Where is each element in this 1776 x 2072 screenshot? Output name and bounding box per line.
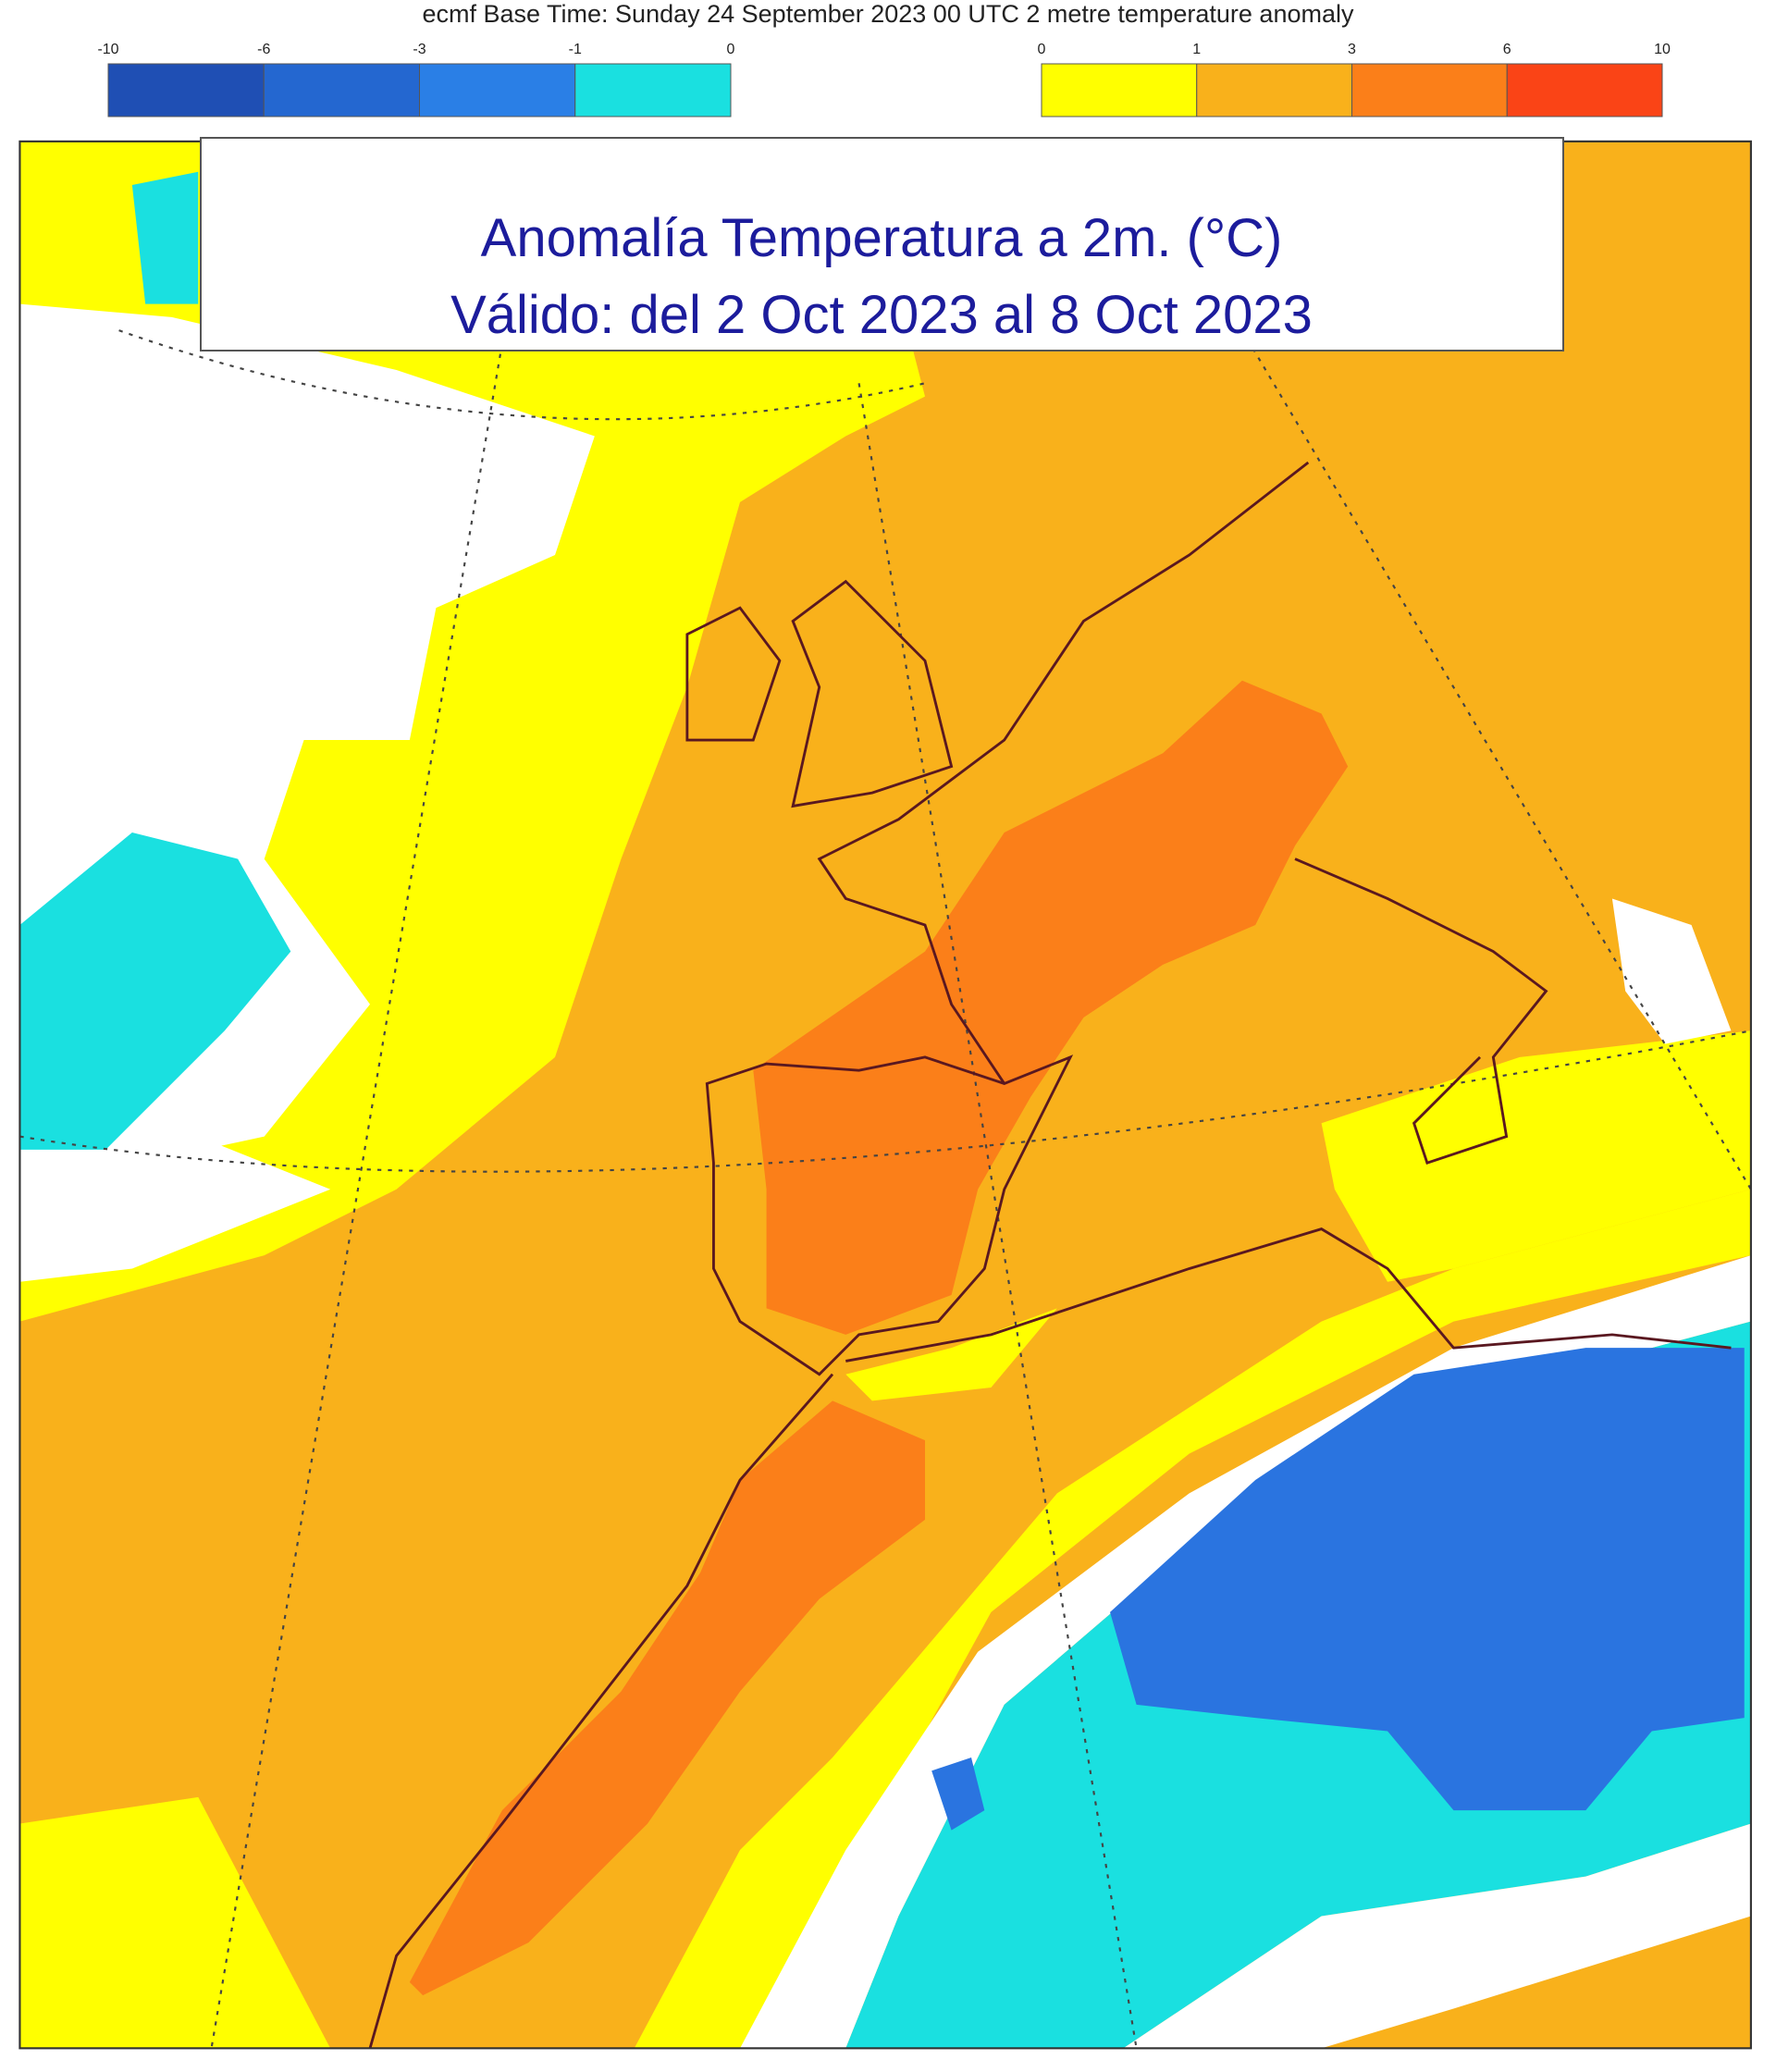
colorbar-segment bbox=[419, 63, 576, 117]
map bbox=[18, 140, 1752, 2050]
colorbar-tick-label: -6 bbox=[257, 42, 270, 57]
title-line-1: Anomalía Temperatura a 2m. (°C) bbox=[481, 208, 1283, 268]
colorbar-segment bbox=[1041, 63, 1198, 117]
legend: -10 -6 -3 -1 0 0 1 3 6 10 bbox=[97, 42, 1671, 117]
colorbar-segment bbox=[1351, 63, 1508, 117]
colorbar-segment bbox=[107, 63, 265, 117]
colorbar-segment bbox=[574, 63, 732, 117]
colorbar-tick-label: 0 bbox=[1038, 42, 1046, 57]
title-box bbox=[200, 137, 1564, 352]
header-text: ecmf Base Time: Sunday 24 September 2023… bbox=[422, 0, 1354, 28]
colorbar-segment bbox=[263, 63, 420, 117]
colorbar-tick-label: 10 bbox=[1654, 42, 1671, 57]
colorbar-tick-label: 6 bbox=[1503, 42, 1511, 57]
title-line-2: Válido: del 2 Oct 2023 al 8 Oct 2023 bbox=[450, 285, 1313, 345]
colorbar-tick-label: 1 bbox=[1192, 42, 1201, 57]
colorbar-tick-label: -1 bbox=[569, 42, 582, 57]
colorbar-tick-label: -3 bbox=[413, 42, 426, 57]
colorbar-tick-label: -10 bbox=[97, 42, 118, 57]
colorbar-tick-label: 0 bbox=[727, 42, 735, 57]
colorbar-segment bbox=[1196, 63, 1352, 117]
colorbar-tick-label: 3 bbox=[1348, 42, 1356, 57]
colorbar-segment bbox=[1506, 63, 1663, 117]
